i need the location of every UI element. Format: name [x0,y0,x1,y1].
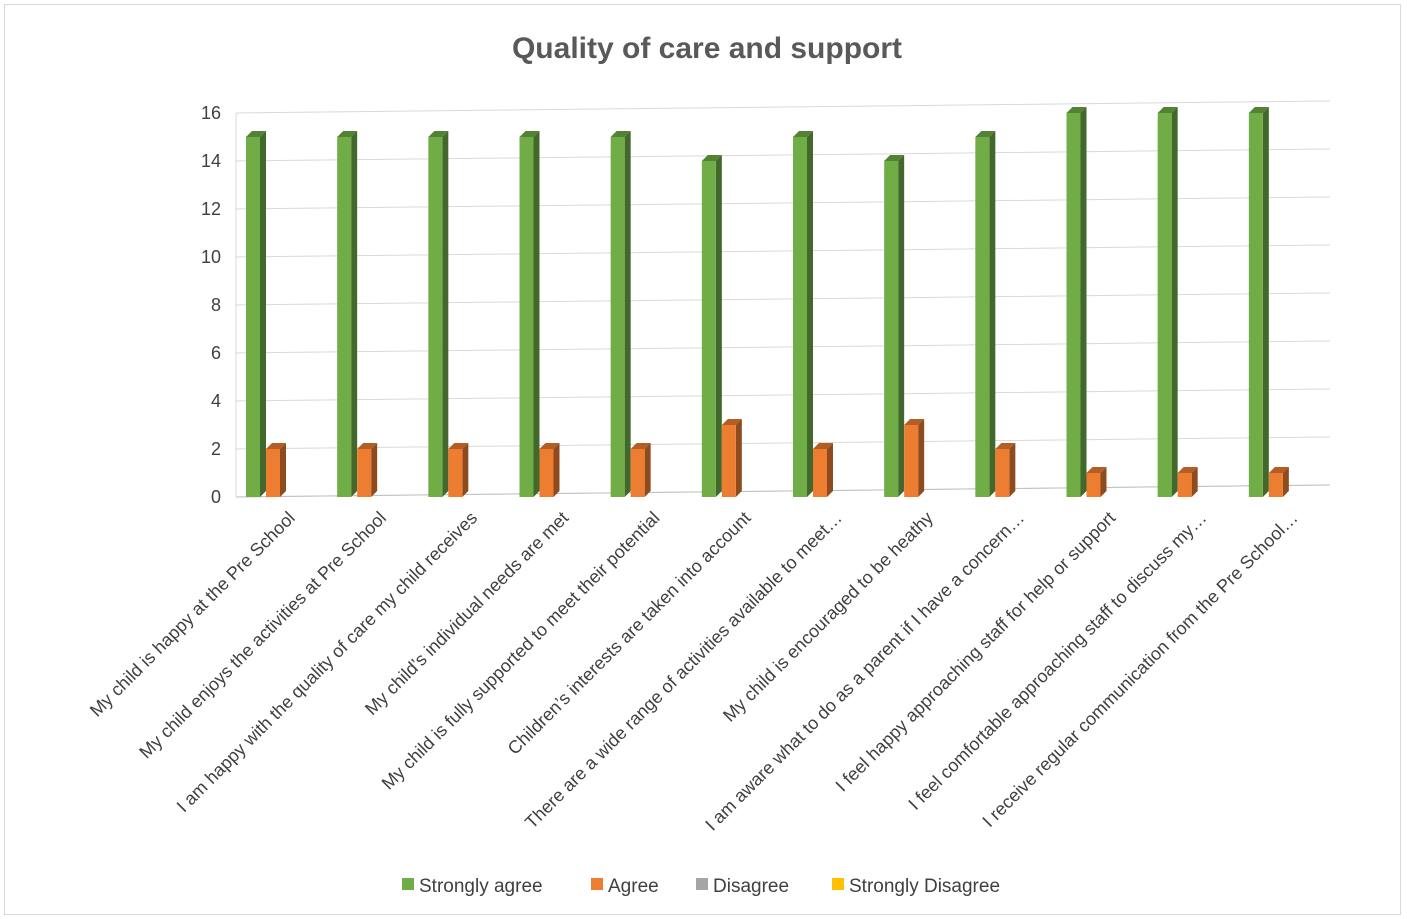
gridline [235,292,1331,306]
bar-strongly-agree [1248,107,1269,497]
gridline [235,436,1331,450]
gridline [235,340,1331,354]
bars [246,107,1289,497]
legend-label: Agree [608,876,659,897]
bar-agree [448,443,469,497]
legend-item: Strongly agree [402,876,543,897]
y-tick-label: 0 [211,487,221,507]
bar-agree [813,443,833,497]
x-tick-label: My child is happy at the Pre School [86,508,299,721]
legend-label: Disagree [713,876,789,897]
bar-agree [1268,467,1289,497]
gridline [235,148,1331,162]
y-tick-label: 4 [211,391,221,411]
chart-title: Quality of care and support [512,32,902,65]
x-tick-label: My child’s individual needs are met [361,508,572,719]
legend-item: Strongly Disagree [832,876,1000,897]
gridline [235,244,1331,258]
legend-label: Strongly agree [419,876,543,897]
legend: Strongly agree Agree Disagree Strongly Disa… [402,876,1000,897]
x-tick-label: There are a wide range of activities ava… [521,508,846,833]
bar-strongly-agree [610,131,631,497]
bar-strongly-agree [246,131,266,497]
bar-strongly-agree [428,131,449,497]
gridlines [235,100,1331,498]
y-tick-label: 8 [211,295,221,315]
bar-agree [539,443,560,497]
bar-strongly-agree [793,131,813,497]
bar-strongly-agree [1066,107,1087,497]
x-axis-line [235,484,1331,498]
legend-swatch [696,878,708,890]
x-tick-label: I am aware what to do as a parent if I h… [701,508,1028,835]
bar-agree [266,443,286,497]
legend-label: Strongly Disagree [849,876,1000,897]
y-axis-ticks: 0 2 4 6 8 10 12 14 16 [201,103,221,507]
legend-item: Agree [591,876,659,897]
x-tick-label: I am happy with the quality of care my c… [173,508,481,816]
y-tick-label: 2 [211,439,221,459]
x-axis-labels: My child is happy at the Pre School My ch… [86,508,1302,835]
bar-agree [995,443,1016,497]
bar-agree [357,443,378,497]
legend-item: Disagree [696,876,789,897]
bar-agree [1177,467,1198,497]
y-tick-label: 16 [201,103,221,123]
y-tick-label: 6 [211,343,221,363]
x-tick-label: I receive regular communication from the… [978,508,1301,831]
y-tick-label: 12 [201,199,221,219]
gridline [235,100,1331,114]
bar-strongly-agree [337,131,358,497]
bar-agree [1086,467,1107,497]
gridline [235,196,1331,210]
y-tick-label: 10 [201,247,221,267]
bar-agree [630,443,651,497]
x-tick-label: I feel comfortable approaching staff to … [904,508,1210,814]
legend-swatch [832,878,844,890]
legend-swatch [591,878,603,890]
bar-agree [904,419,925,497]
gridline [235,388,1331,402]
bar-strongly-agree [975,131,996,497]
bar-strongly-agree [1157,107,1178,497]
y-tick-label: 14 [201,151,221,171]
bar-strongly-agree [701,155,722,497]
bar-strongly-agree [884,155,905,497]
bar-agree [721,419,742,497]
bar-strongly-agree [519,131,540,497]
legend-swatch [402,878,414,890]
